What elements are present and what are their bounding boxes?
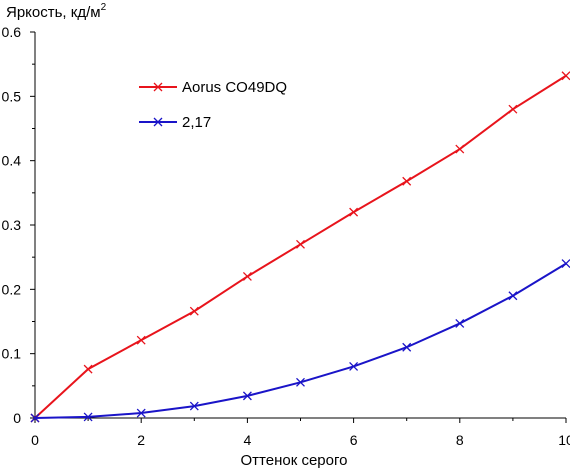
x-tick-label: 8 (456, 432, 464, 448)
data-point (242, 272, 252, 281)
x-tick-label: 4 (244, 432, 252, 448)
data-point (402, 342, 412, 352)
legend-label: 2,17 (182, 114, 211, 131)
y-tick-labels: 0 0.1 0.2 0.3 0.4 0.5 0.6 (2, 24, 22, 426)
y-tick-label: 0.6 (2, 24, 22, 40)
x-tick-label: 2 (137, 432, 145, 448)
y-tick-label: 0.4 (2, 153, 22, 169)
series-line (34, 74, 567, 419)
x-tick-label: 10 (558, 432, 570, 448)
axes (30, 31, 567, 423)
legend-marker (153, 117, 163, 127)
data-point (83, 364, 93, 374)
x-tick-labels: 0 2 4 6 8 10 (31, 432, 570, 448)
legend-marker (153, 82, 163, 92)
data-point (189, 401, 199, 411)
y-tick-label: 0.2 (2, 281, 22, 297)
data-point (349, 361, 359, 371)
y-tick-label: 0 (13, 410, 21, 426)
series-layer (30, 71, 570, 423)
legend-item-1: Aorus CO49DQ (139, 79, 287, 96)
x-axis-title: Оттенок серого (241, 452, 348, 468)
data-point (30, 413, 40, 423)
data-point (83, 412, 93, 422)
series-2 (30, 259, 570, 423)
legend-item-2: 2,17 (139, 114, 211, 131)
y-tick-label: 0.5 (2, 88, 22, 104)
y-tick-label: 0.1 (2, 346, 22, 362)
data-point (455, 318, 465, 328)
series-1 (30, 71, 570, 423)
data-point (189, 306, 199, 316)
x-tick-label: 6 (350, 432, 358, 448)
data-point (508, 104, 518, 114)
legend-label: Aorus CO49DQ (182, 79, 287, 96)
data-point (455, 144, 465, 154)
data-point (561, 259, 570, 269)
data-point (561, 71, 570, 81)
data-point (349, 207, 359, 217)
series-line (34, 262, 567, 419)
data-point (508, 291, 518, 301)
y-axis-title: Яркость, кд/м2 (6, 2, 107, 21)
data-point (402, 176, 412, 186)
data-point (136, 408, 146, 418)
x-tick-label: 0 (31, 432, 39, 448)
data-point (296, 239, 305, 249)
data-point (242, 391, 252, 401)
legend: Aorus CO49DQ 2,17 (139, 79, 287, 131)
data-point (296, 377, 305, 387)
data-point (136, 335, 146, 345)
y-tick-label: 0.3 (2, 217, 22, 233)
